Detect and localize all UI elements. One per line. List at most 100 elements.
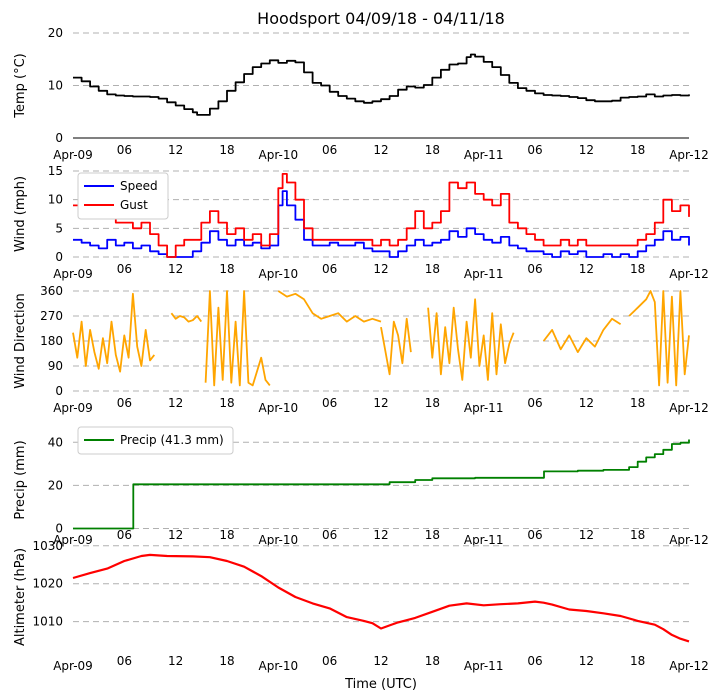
alt-ytick-label: 1030 [32,539,63,553]
wind-xtick-label: 06 [117,262,132,276]
alt-xtick-label: 06 [322,654,337,668]
wind-series-speed [73,190,690,258]
temp-xtick-label: 06 [322,143,337,157]
alt-ytick-label: 1020 [32,577,63,591]
precip-xtick-label: 06 [527,528,542,542]
dir-series-direction-seg2 [204,290,271,387]
precip-xtick-label: Apr-10 [259,533,299,547]
dir-ytick-label: 360 [40,284,63,298]
alt-xtick-label: 12 [168,654,183,668]
alt-xtick-label: 06 [117,654,132,668]
dir-xtick-label: Apr-12 [669,401,709,415]
precip-xtick-label: 18 [630,528,645,542]
temp-xtick-label: 12 [373,143,388,157]
precip-xtick-label: Apr-12 [669,533,709,547]
wind-xtick-label: Apr-09 [53,267,93,281]
dir-series-direction-seg5 [427,298,515,381]
temp-xtick-label: 18 [219,143,234,157]
dir-xtick-label: Apr-10 [259,401,299,415]
precip-xtick-label: 06 [117,528,132,542]
dir-xtick-label: Apr-11 [464,401,504,415]
dir-ytick-label: 180 [40,334,63,348]
dir-xtick-label: 12 [168,396,183,410]
wind-xtick-label: Apr-11 [464,267,504,281]
alt-xtick-label: 12 [373,654,388,668]
dir-ylabel: Wind Direction [13,293,28,389]
precip-series-precip-41-3-mm- [73,439,690,530]
chart-title: Hoodsport 04/09/18 - 04/11/18 [257,9,505,28]
wind-ytick-label: 5 [55,221,63,235]
alt-panel: 1010 1020 1030 Apr-09 06 12 18 Apr-10 06 12 18 Apr-… [13,539,709,673]
x-axis-label: Time (UTC) [344,677,417,692]
wind-ytick-label: 0 [55,250,63,264]
alt-xtick-label: Apr-12 [669,659,709,673]
temp-xtick-label: 06 [117,143,132,157]
alt-xtick-label: 12 [579,654,594,668]
dir-series-direction-seg0 [72,292,156,373]
dir-panel: 0 90 180 270 360 Apr-09 06 12 18 Apr-10 06 12 18 Apr-… [13,284,709,415]
wind-xtick-label: Apr-12 [669,267,709,281]
dir-ytick-label: 270 [40,309,63,323]
dir-ytick-label: 0 [55,384,63,398]
temp-xtick-label: Apr-12 [669,148,709,162]
precip-xtick-label: 18 [425,528,440,542]
precip-xtick-label: Apr-11 [464,533,504,547]
temp-xtick-label: 12 [579,143,594,157]
alt-xtick-label: 06 [527,654,542,668]
temp-xtick-label: 18 [630,143,645,157]
wind-panel: 0 5 10 15 Apr-09 06 12 18 Apr-10 06 12 18 Apr-11 06 12… [13,164,709,281]
wind-xtick-label: 18 [425,262,440,276]
dir-series-direction-seg4 [380,317,412,376]
temp-ytick-label: 0 [55,131,63,145]
alt-xtick-label: 18 [425,654,440,668]
precip-ylabel: Precip (mm) [13,440,28,519]
temp-xtick-label: Apr-09 [53,148,93,162]
wind-ytick-label: 15 [48,164,63,178]
wind-ylabel: Wind (mph) [13,176,28,252]
dir-series-direction-seg3 [277,290,382,323]
dir-ytick-label: 90 [48,359,63,373]
wind-xtick-label: 12 [373,262,388,276]
temp-ylabel: Temp (°C) [13,53,28,119]
wind-xtick-label: 18 [219,262,234,276]
temp-series-temp [73,53,690,116]
wind-xtick-label: 18 [630,262,645,276]
alt-ylabel: Altimeter (hPa) [13,548,28,646]
temp-xtick-label: Apr-10 [259,148,299,162]
wind-legend-label: Speed [120,179,158,193]
temp-xtick-label: Apr-11 [464,148,504,162]
precip-legend [77,426,234,455]
dir-series-direction-seg1 [170,312,203,323]
alt-xtick-label: Apr-09 [53,659,93,673]
dir-xtick-label: 18 [630,396,645,410]
dir-xtick-label: 12 [373,396,388,410]
wind-xtick-label: 12 [579,262,594,276]
temp-panel: 0 10 20 Apr-09 06 12 18 Apr-10 06 12 18 Apr-11 06 12 1… [13,26,709,162]
wind-legend-label: Gust [120,198,148,212]
wind-xtick-label: 06 [527,262,542,276]
wind-xtick-label: 06 [322,262,337,276]
wind-ytick-label: 10 [48,193,63,207]
precip-legend-label: Precip (41.3 mm) [120,433,224,447]
precip-ytick-label: 40 [48,435,63,449]
alt-xtick-label: 18 [630,654,645,668]
precip-xtick-label: 12 [168,528,183,542]
precip-xtick-label: Apr-09 [53,533,93,547]
dir-xtick-label: 12 [579,396,594,410]
precip-ytick-label: 0 [55,522,63,536]
temp-ytick-label: 10 [48,79,63,93]
precip-ytick-label: 20 [48,478,63,492]
dir-series-direction-seg6 [542,317,622,353]
alt-xtick-label: Apr-10 [259,659,299,673]
dir-series-direction-seg7 [628,290,690,387]
wind-series-gust [73,173,690,258]
temp-xtick-label: 12 [168,143,183,157]
dir-xtick-label: 06 [117,396,132,410]
dir-xtick-label: Apr-09 [53,401,93,415]
alt-series-altimeter [72,553,690,643]
dir-xtick-label: 06 [527,396,542,410]
temp-ytick-label: 20 [48,26,63,40]
wind-xtick-label: 12 [168,262,183,276]
